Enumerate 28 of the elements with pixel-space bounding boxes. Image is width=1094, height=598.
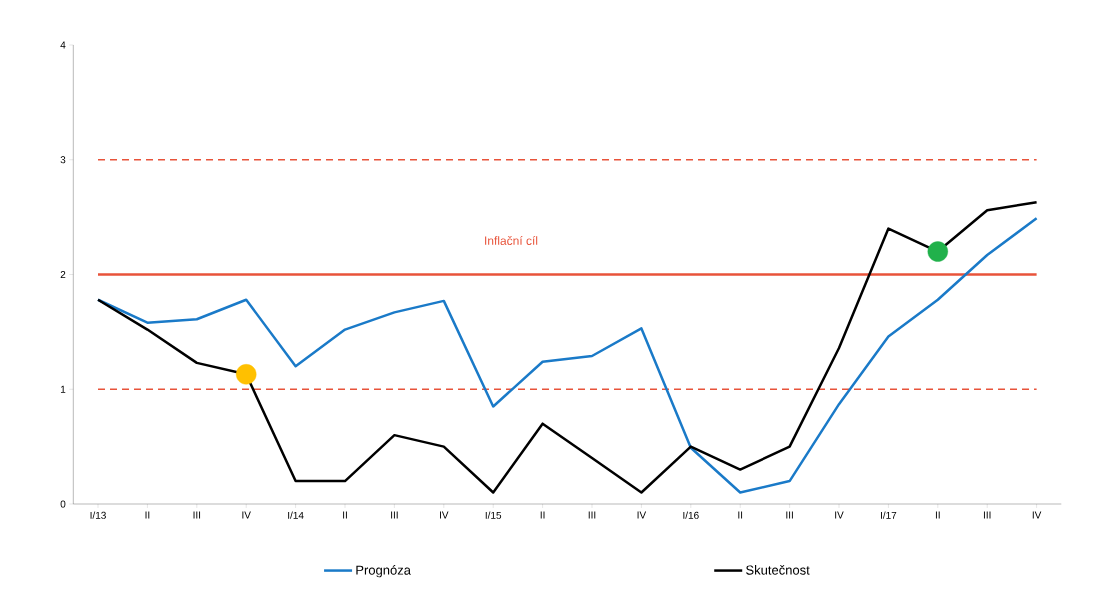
- x-tick-label: I/13: [90, 511, 106, 519]
- x-tick-label: I/17: [880, 511, 897, 519]
- x-tick-label: I/16: [683, 511, 699, 519]
- x-tick-label: IV: [637, 511, 647, 519]
- x-tick-label: III: [588, 511, 596, 519]
- x-tick-label: II: [343, 511, 347, 519]
- legend-label: Skutečnost: [746, 565, 810, 575]
- x-tick-label: I/14: [288, 511, 304, 519]
- x-tick-label: II: [738, 511, 743, 519]
- x-tick-label: II: [145, 511, 150, 519]
- y-tick-label: 3: [60, 156, 66, 164]
- y-tick-label: 2: [60, 271, 66, 278]
- x-tick-label: II: [540, 511, 545, 519]
- y-tick-label: 4: [60, 41, 66, 49]
- y-tick-label: 1: [60, 385, 66, 393]
- x-tick-label: IV: [835, 511, 844, 519]
- ref-line-label: Inflační cíl: [485, 236, 538, 245]
- legend-label: Prognóza: [356, 565, 411, 578]
- x-tick-label: IV: [440, 511, 449, 519]
- x-tick-label: III: [391, 511, 398, 519]
- x-tick-label: I/15: [485, 511, 502, 519]
- x-tick-label: III: [983, 511, 991, 519]
- x-tick-label: IV: [242, 511, 251, 519]
- y-tick-label: 0: [60, 500, 66, 508]
- x-tick-label: III: [786, 511, 793, 519]
- x-tick-label: III: [193, 511, 201, 519]
- x-tick-label: II: [935, 511, 940, 519]
- x-tick-label: IV: [1032, 511, 1042, 519]
